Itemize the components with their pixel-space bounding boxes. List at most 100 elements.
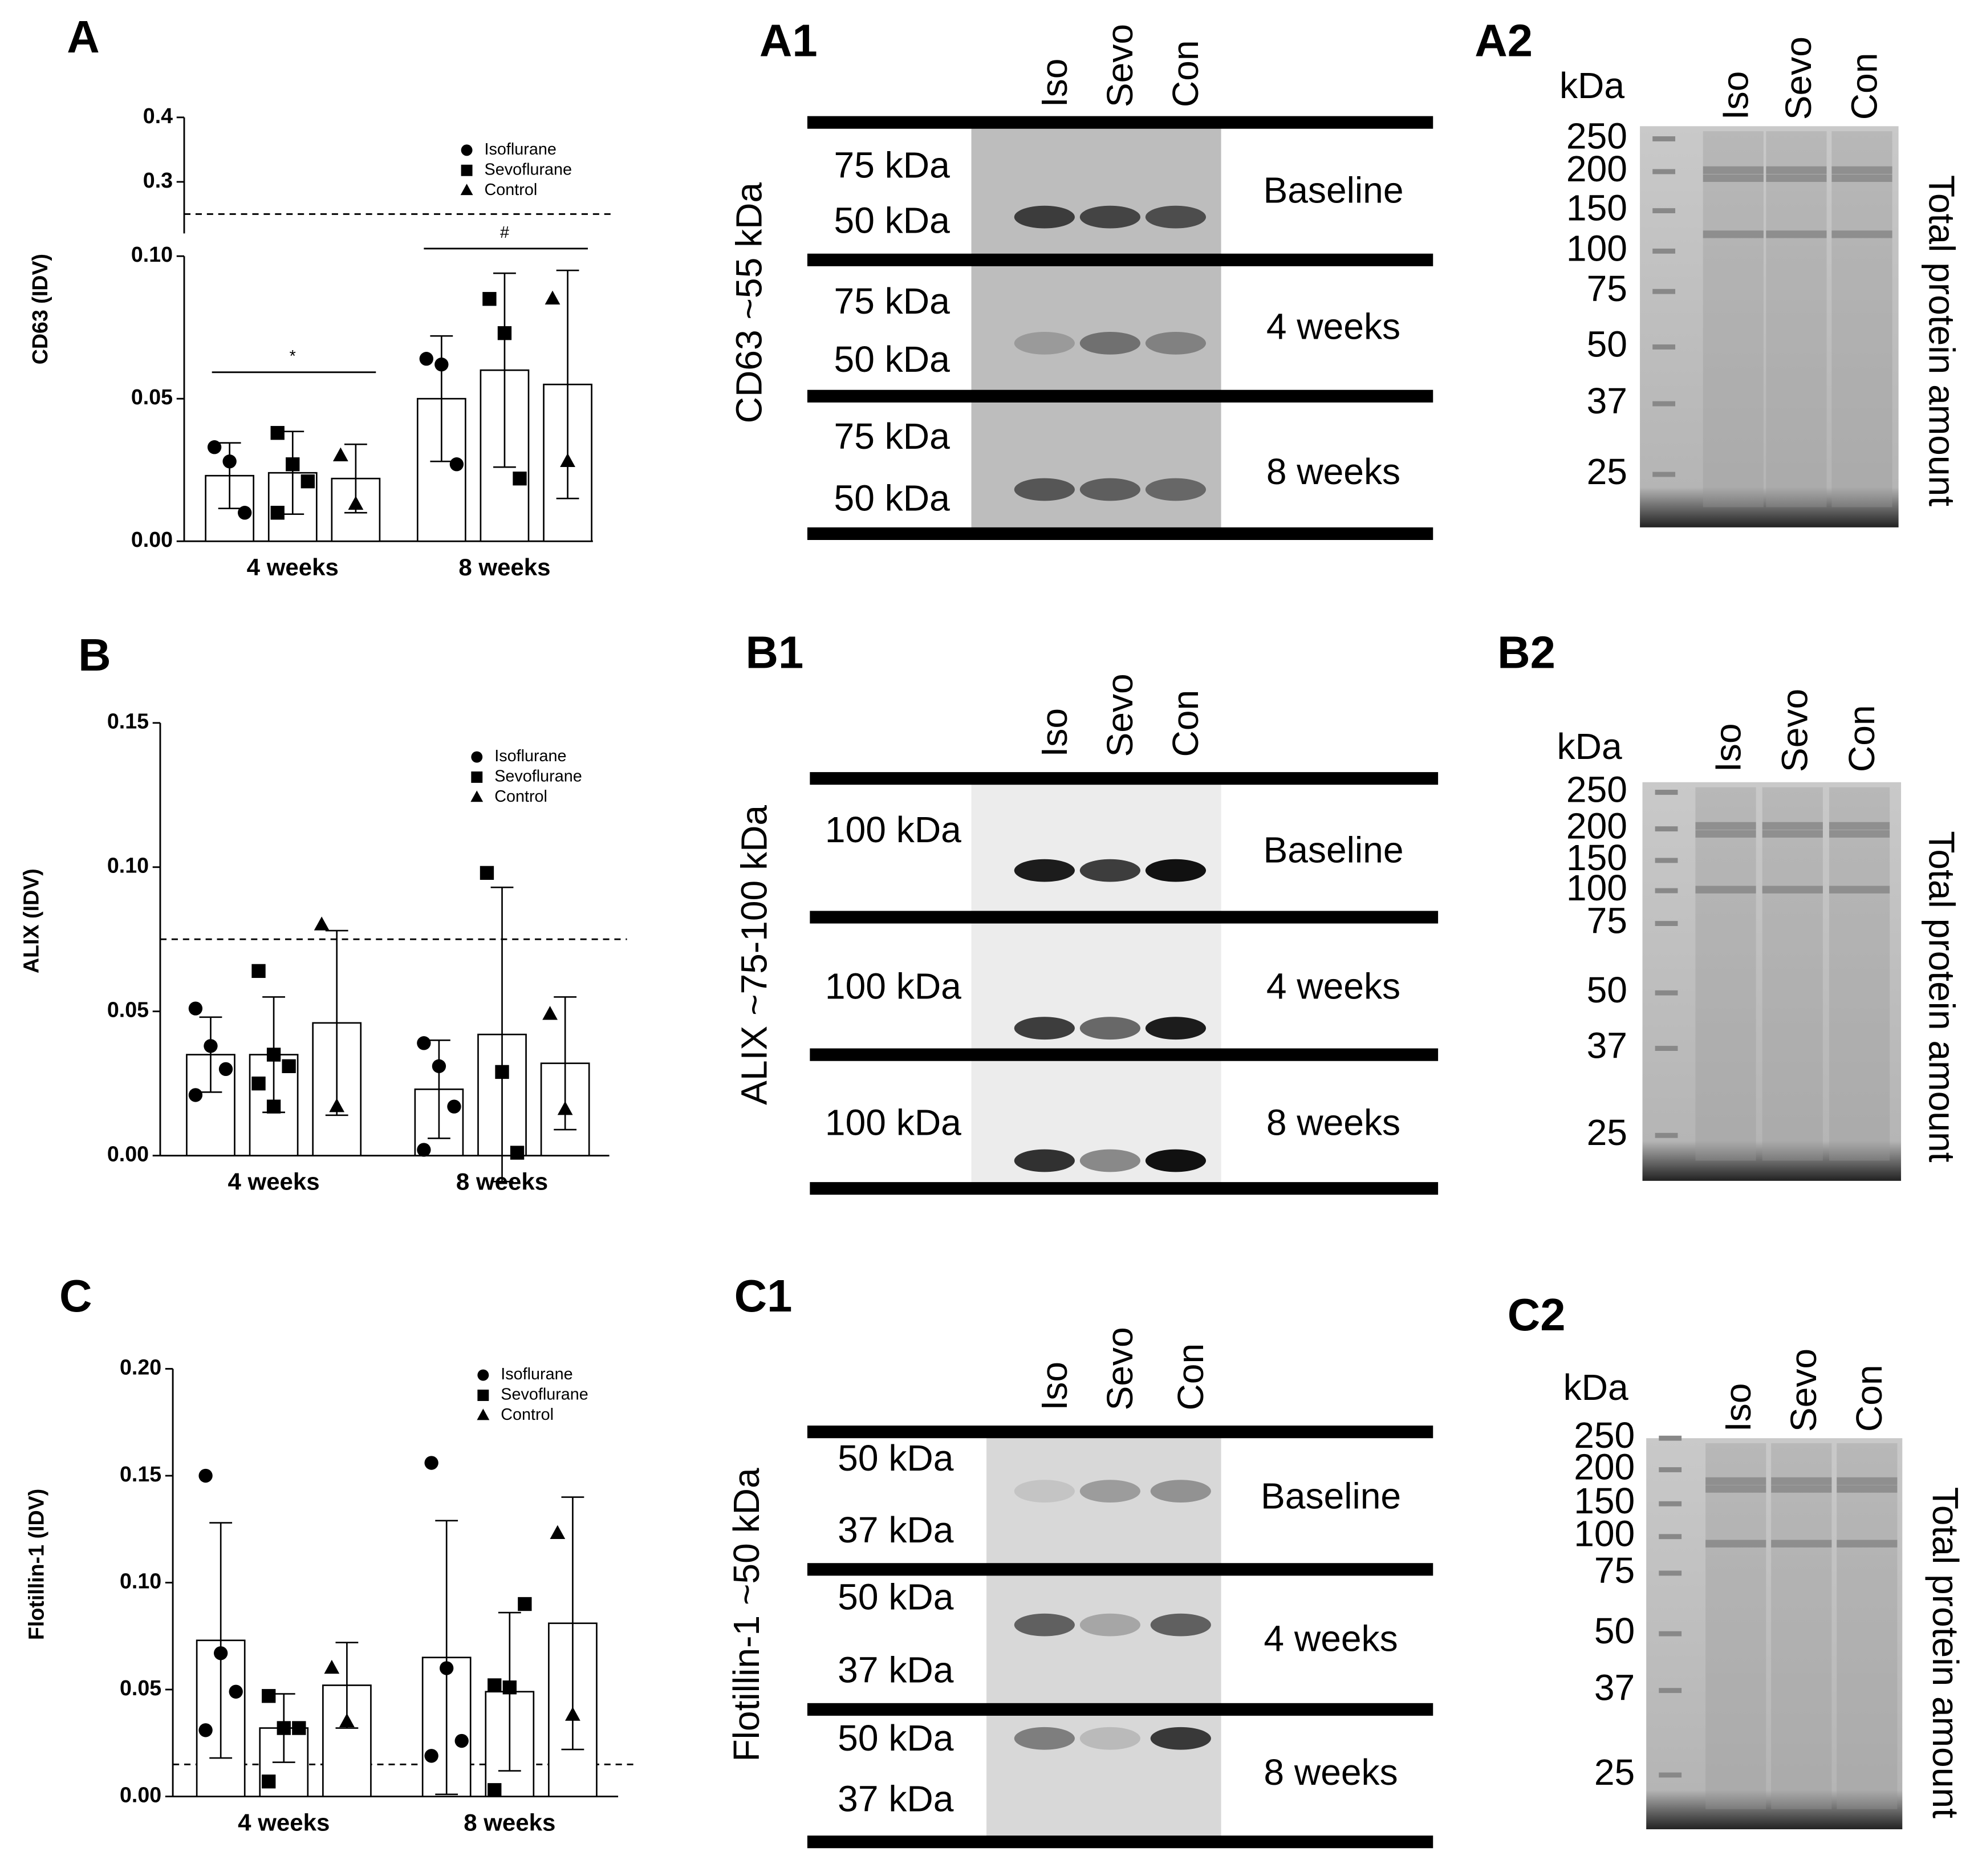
ladder-band: [1659, 1772, 1682, 1778]
marker-label: 50 kDa: [834, 200, 951, 241]
lane-label: Sevo: [1099, 1327, 1140, 1410]
ladder-label: 25: [1594, 1752, 1635, 1793]
y-tick-label: 0.10: [120, 1569, 161, 1593]
y-tick-label: 0.05: [120, 1676, 161, 1700]
ladder-band: [1652, 169, 1676, 174]
ladder-label: 150: [1566, 837, 1627, 878]
y-tick-label: 0.00: [107, 1142, 149, 1166]
ladder-band: [1659, 1631, 1682, 1637]
annotation: #: [500, 224, 509, 242]
separator-bar: [810, 772, 1439, 785]
blot-band: [1079, 1613, 1140, 1637]
blot-image: [971, 778, 1221, 1189]
unit-label: kDa: [1563, 1367, 1628, 1408]
blot-band: [1014, 1613, 1075, 1637]
legend-marker: [477, 1390, 489, 1401]
marker-label: 50 kDa: [834, 339, 951, 380]
ladder-label: 37: [1587, 380, 1627, 421]
blot-band: [1014, 1480, 1075, 1503]
gel-band: [1695, 822, 1756, 830]
blot-band: [1145, 1017, 1207, 1040]
error-bar: [435, 1520, 458, 1796]
marker-label: 37 kDa: [838, 1778, 954, 1819]
panel-label: C: [59, 1270, 92, 1321]
error-bar: [281, 431, 304, 515]
gel-image: [1646, 1438, 1903, 1830]
ladder-label: 100: [1566, 867, 1627, 908]
blot-band: [1014, 331, 1075, 355]
annotation: *: [290, 347, 296, 366]
legend-label: Control: [485, 181, 538, 199]
legend-marker: [477, 1369, 489, 1381]
data-point: [188, 1088, 203, 1102]
blot-image: [971, 122, 1221, 534]
ladder-band: [1659, 1534, 1682, 1540]
data-point: [286, 457, 300, 472]
gel-lane: [1705, 1443, 1766, 1809]
data-point: [480, 866, 494, 880]
ladder-label: 250: [1574, 1415, 1635, 1456]
gel-band: [1762, 886, 1823, 894]
gel-band: [1695, 886, 1756, 894]
separator-bar: [807, 1426, 1433, 1439]
panel-label: B1: [745, 627, 803, 678]
legend-marker: [477, 1408, 490, 1420]
legend-label: Control: [494, 787, 547, 806]
data-point: [229, 1684, 243, 1699]
ladder-band: [1659, 1501, 1682, 1507]
gel-caption: Total protein amount: [1921, 831, 1962, 1162]
gel-caption: Total protein amount: [1925, 1487, 1966, 1818]
x-tick-label: 4 weeks: [247, 554, 339, 580]
ladder-label: 50: [1587, 323, 1627, 364]
lane-label: Con: [1849, 1365, 1890, 1432]
y-tick-label: 0.4: [143, 104, 173, 128]
panel-label: A: [67, 11, 100, 62]
blot-image: [986, 1432, 1221, 1842]
marker-label: 37 kDa: [838, 1509, 954, 1550]
data-point: [204, 1039, 218, 1053]
data-point: [332, 447, 348, 461]
data-point: [502, 1680, 517, 1695]
data-point: [238, 506, 252, 520]
row-label: 8 weeks: [1266, 451, 1400, 492]
data-point: [207, 440, 222, 454]
ladder-band: [1659, 1467, 1682, 1472]
panel-label: A2: [1475, 15, 1533, 66]
ladder-label: 75: [1594, 1550, 1635, 1591]
legend-marker: [461, 144, 473, 156]
lane-label: Sevo: [1778, 36, 1819, 120]
lane-label: Sevo: [1099, 673, 1140, 757]
data-point: [424, 1749, 438, 1763]
data-point: [188, 1001, 203, 1016]
blot-band: [1145, 205, 1207, 229]
error-bar: [209, 1522, 233, 1759]
blot-band: [1150, 1480, 1211, 1503]
ladder-label: 50: [1594, 1610, 1635, 1651]
ladder-band: [1655, 858, 1678, 863]
data-point: [213, 1646, 228, 1660]
data-point: [262, 1775, 276, 1789]
ladder-band: [1652, 136, 1676, 141]
y-tick-label: 0.00: [131, 527, 173, 551]
unit-label: kDa: [1559, 65, 1624, 106]
lane-label: Con: [1165, 40, 1206, 107]
gel-lane: [1695, 787, 1756, 1161]
blot-band: [1079, 205, 1140, 229]
panel-label: C1: [734, 1270, 793, 1321]
data-point: [270, 506, 285, 520]
data-point: [329, 1098, 345, 1112]
data-point: [497, 326, 512, 340]
blot-band: [1145, 859, 1207, 882]
panel-label: B2: [1497, 627, 1555, 678]
separator-bar: [807, 1563, 1433, 1576]
gel-band: [1771, 1540, 1832, 1548]
y-axis-label: Flotillin-1 (IDV): [24, 1489, 48, 1640]
ladder-label: 100: [1566, 228, 1627, 269]
gel-band: [1771, 1485, 1832, 1493]
data-point: [424, 1456, 438, 1470]
target-label: ALIX ~75-100 kDa: [733, 805, 774, 1105]
legend-marker: [460, 184, 473, 196]
ladder-band: [1655, 1132, 1678, 1138]
marker-label: 100 kDa: [825, 1102, 961, 1143]
marker-label: 50 kDa: [838, 1576, 954, 1617]
